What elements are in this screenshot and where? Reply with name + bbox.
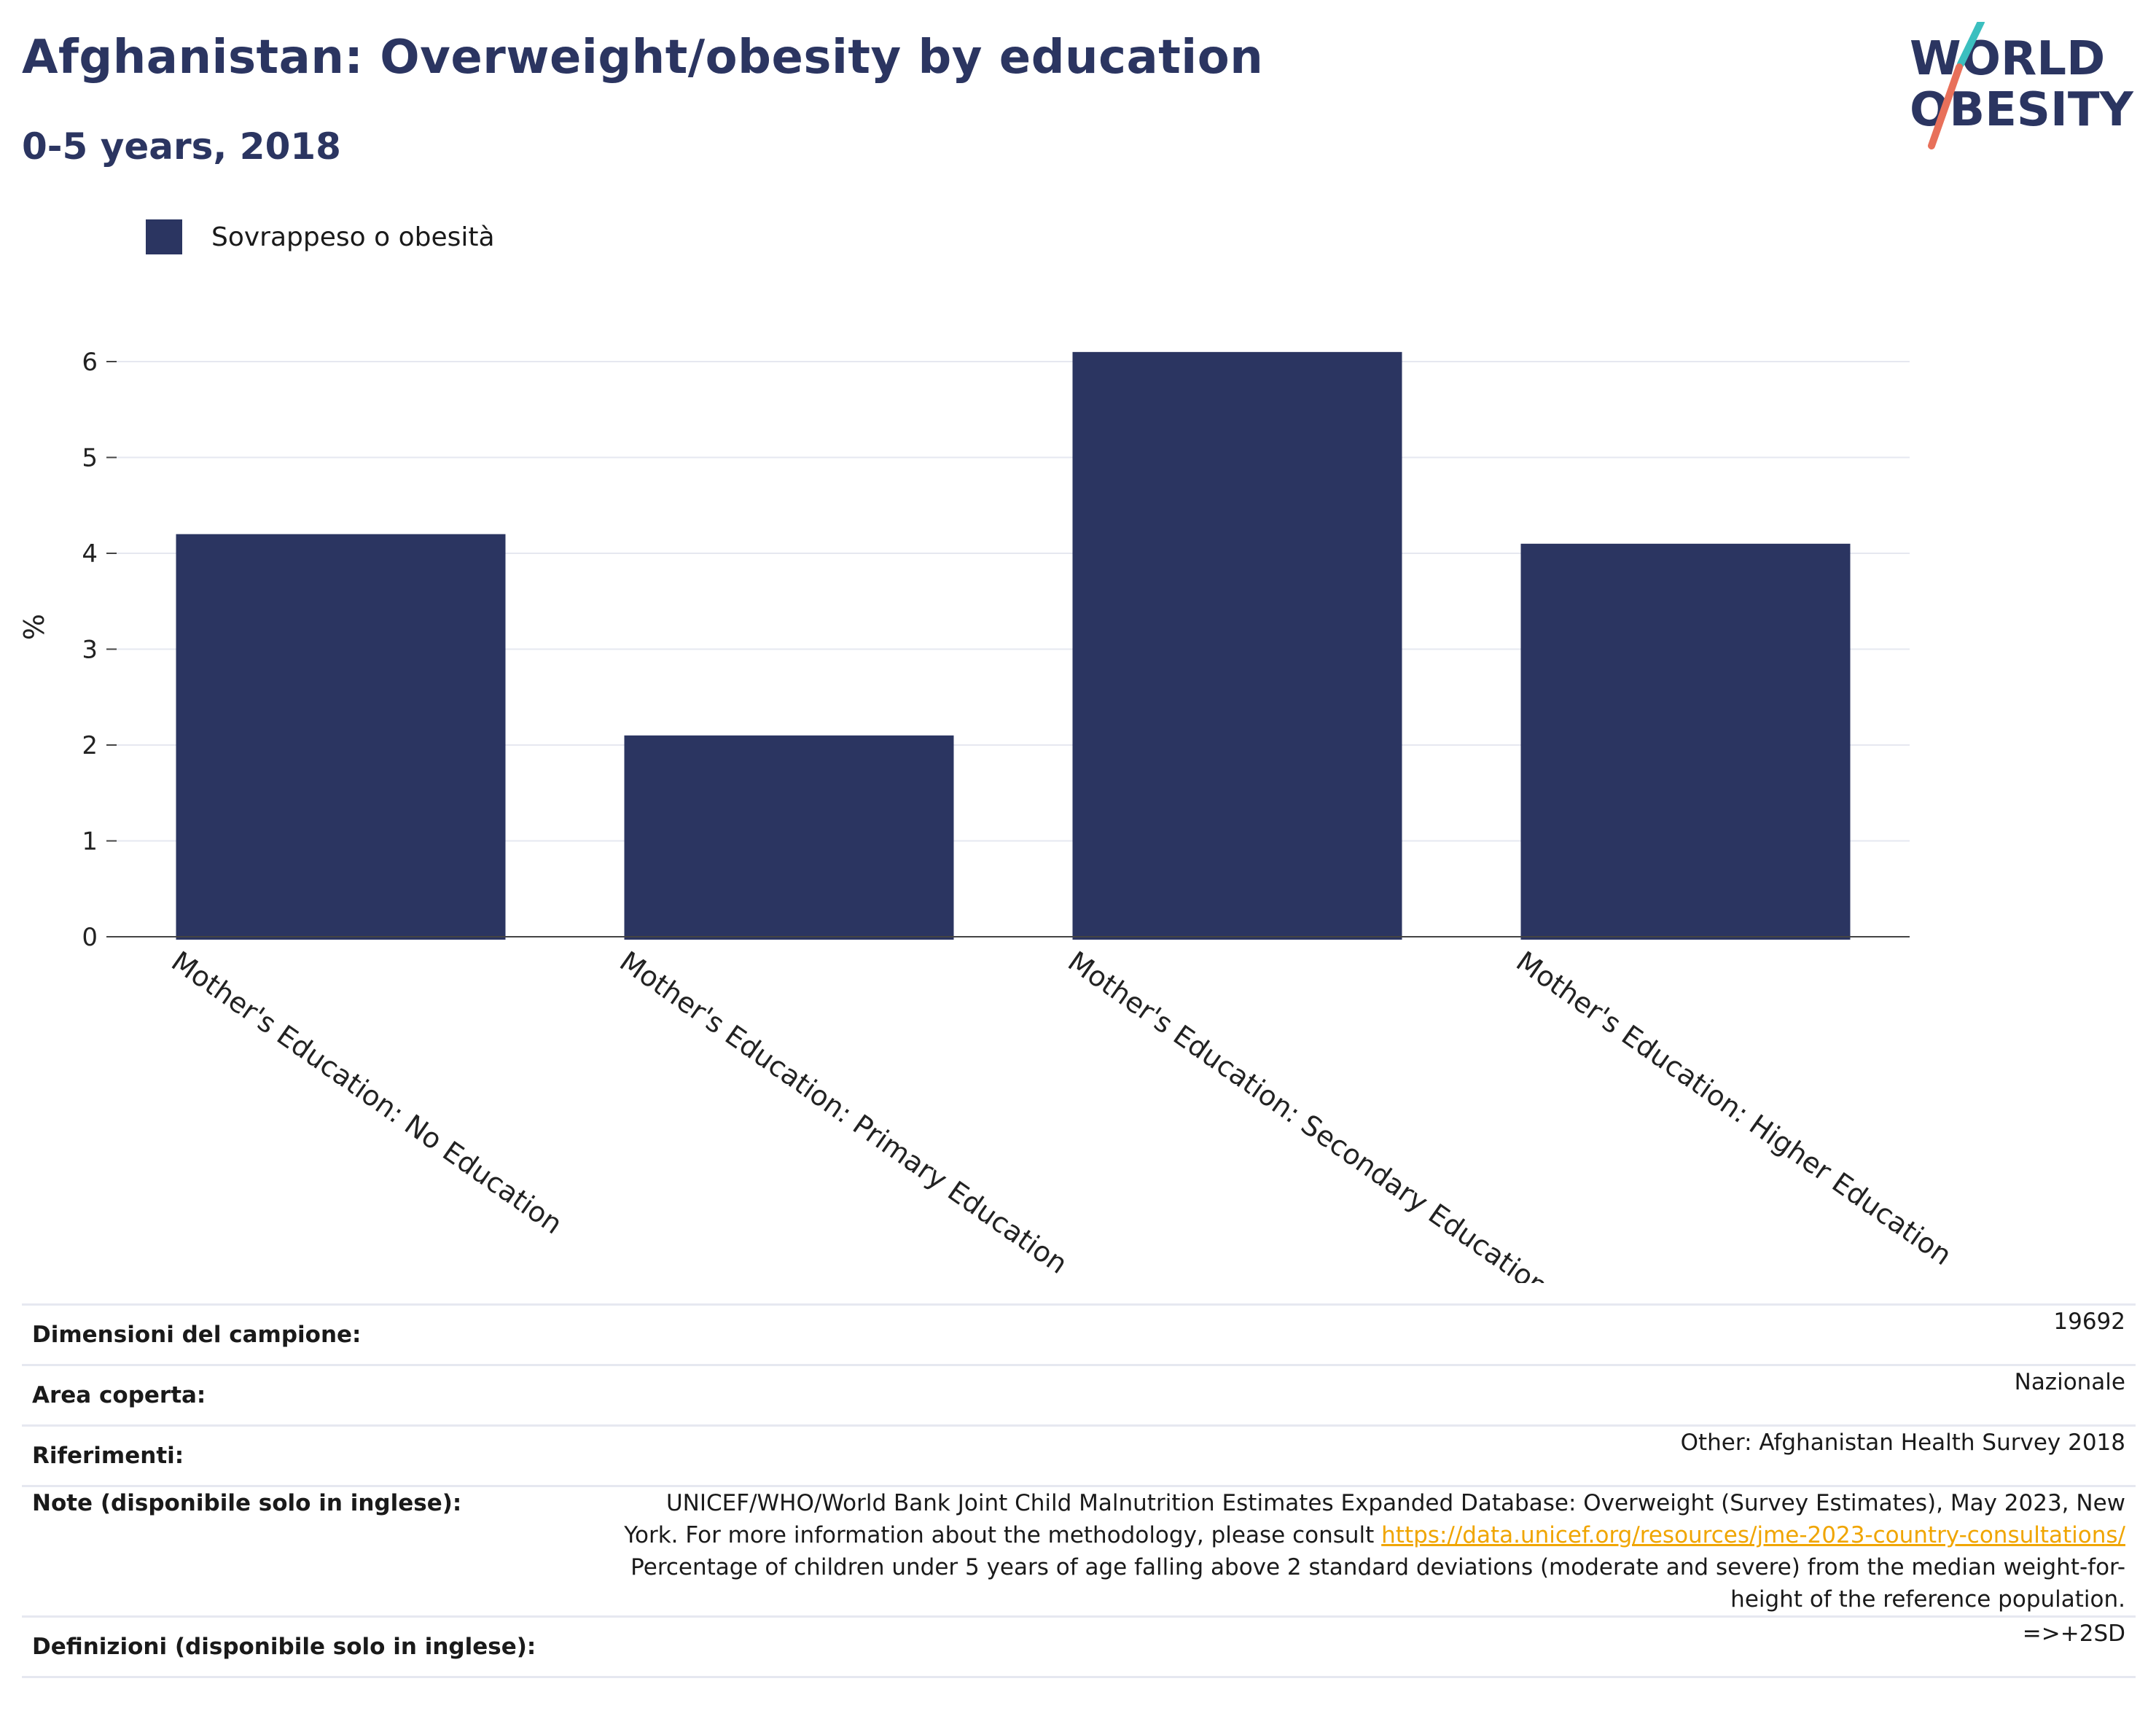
chart-subtitle: 0-5 years, 2018 [22, 125, 341, 168]
chart-title: Afghanistan: Overweight/obesity by educa… [22, 31, 1264, 85]
y-tick-label: 6 [82, 348, 98, 377]
y-tick-label: 0 [82, 923, 98, 952]
chart-legend: Sovrappeso o obesità [146, 219, 495, 255]
y-tick-label: 3 [82, 636, 98, 665]
info-value: Other: Afghanistan Health Survey 2018 [596, 1424, 2136, 1486]
y-tick-label: 5 [82, 444, 98, 473]
info-value: Nazionale [596, 1364, 2136, 1426]
info-label: Riferimenti: [22, 1424, 596, 1486]
y-tick-label: 4 [82, 539, 98, 569]
info-value: =>+2SD [596, 1615, 2136, 1678]
legend-swatch [146, 219, 182, 254]
logo-slash-bottom-icon [1928, 63, 1963, 149]
info-label: Note (disponibile solo in inglese): [22, 1485, 596, 1617]
x-category-label: Mother's Education: No Education [165, 945, 568, 1240]
info-label: Area coperta: [22, 1364, 596, 1426]
chart-bars [117, 351, 1910, 940]
bar-chart: 0 1 2 3 4 5 6 Mother's Education: No Education… [18, 348, 1958, 1283]
note-text-before: UNICEF/WHO/World Bank Joint Child Malnut… [624, 1490, 2125, 1548]
bar [176, 534, 506, 940]
info-label: Dimensioni del campione: [22, 1303, 596, 1365]
info-row-notes: Note (disponibile solo in inglese): UNIC… [22, 1485, 2136, 1617]
note-text-after: Percentage of children under 5 years of … [630, 1554, 2125, 1613]
bar [624, 735, 954, 940]
info-table: Dimensioni del campione: 19692 Area cope… [22, 1303, 2136, 1678]
info-value: UNICEF/WHO/World Bank Joint Child Malnut… [596, 1485, 2136, 1617]
legend-label: Sovrappeso o obesità [211, 222, 495, 252]
info-row-sample-size: Dimensioni del campione: 19692 [22, 1303, 2136, 1365]
info-value: 19692 [596, 1303, 2136, 1365]
logo-line1: WORLD [1910, 32, 2105, 86]
info-label: Definizioni (disponibile solo in inglese… [22, 1615, 596, 1678]
x-category-label: Mother's Education: Higher Education [1510, 945, 1957, 1271]
world-obesity-logo: WORLD OBESITY [1910, 22, 2133, 149]
y-tick-label: 2 [82, 731, 98, 760]
x-category-label: Mother's Education: Secondary Education [1062, 945, 1554, 1283]
methodology-link[interactable]: https://data.unicef.org/resources/jme-20… [1381, 1522, 2125, 1548]
info-row-references: Riferimenti: Other: Afghanistan Health S… [22, 1424, 2136, 1486]
bar [1072, 351, 1402, 940]
logo-slash-top-icon [1957, 22, 1985, 68]
bar [1520, 543, 1851, 940]
y-axis-ticks: 0 1 2 3 4 5 6 [82, 348, 117, 952]
info-row-area: Area coperta: Nazionale [22, 1364, 2136, 1426]
y-tick-label: 1 [82, 827, 98, 857]
info-row-definitions: Definizioni (disponibile solo in inglese… [22, 1615, 2136, 1678]
x-category-label: Mother's Education: Primary Education [614, 945, 1073, 1280]
x-axis-labels: Mother's Education: No Education Mother's… [165, 945, 1957, 1283]
y-axis-title: % [18, 614, 50, 640]
